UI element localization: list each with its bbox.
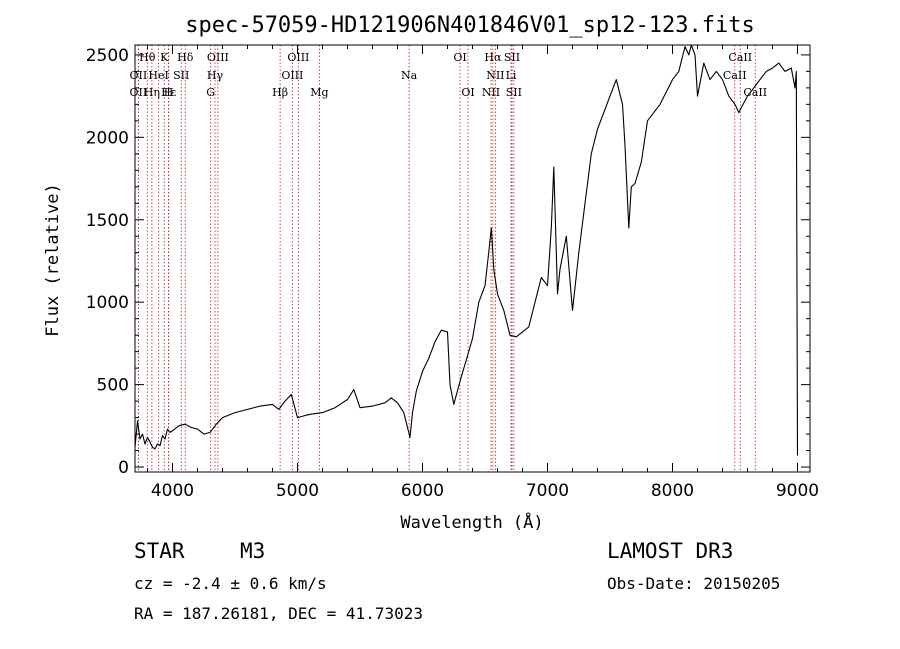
object-class: STAR — [134, 539, 185, 563]
line-label-18: OII — [130, 86, 148, 99]
line-label-14: Na — [401, 69, 418, 82]
line-label-7: SII — [504, 51, 520, 64]
chart-title: spec-57059-HD121906N401846V01_sp12-123.f… — [185, 13, 755, 38]
line-label-6: Hα — [484, 51, 502, 64]
spectrum-line — [134, 44, 799, 456]
line-label-4: OIII — [287, 51, 309, 64]
line-label-23: Hβ — [272, 86, 288, 99]
line-label-22: G — [206, 86, 215, 99]
line-label-10: HeI — [148, 69, 168, 82]
x-tick-label-4000: 4000 — [151, 481, 194, 501]
line-label-21: H — [164, 86, 174, 99]
y-axis-label: Flux (relative) — [43, 183, 63, 337]
line-label-19: Hε — [161, 86, 177, 99]
x-tick-label-6000: 6000 — [401, 481, 444, 501]
line-label-2: Hδ — [177, 51, 194, 64]
line-label-12: Hγ — [207, 69, 224, 82]
plot-frame — [134, 44, 811, 473]
coordinates: RA = 187.26181, DEC = 41.73023 — [134, 604, 423, 623]
y-tick-label-2000: 2000 — [86, 128, 129, 148]
line-label-5: OI — [453, 51, 466, 64]
line-label-0: Hθ — [139, 51, 156, 64]
x-axis-label: Wavelength (Å) — [400, 511, 543, 533]
line-label-15: NII — [486, 69, 504, 82]
line-label-16: Li — [506, 69, 517, 82]
x-tick-label-9000: 9000 — [776, 481, 819, 501]
line-label-26: NII — [482, 86, 500, 99]
y-tick-label-1000: 1000 — [86, 293, 129, 313]
y-tick-label-2500: 2500 — [86, 46, 129, 66]
y-tick-label-0: 0 — [118, 458, 129, 478]
line-label-8: CaII — [728, 51, 752, 64]
x-tick-label-7000: 7000 — [526, 481, 569, 501]
line-label-1: K — [160, 51, 169, 64]
object-subclass: M3 — [240, 539, 266, 563]
line-label-13: OIII — [281, 69, 303, 82]
line-label-27: SII — [506, 86, 522, 99]
line-label-9: OII — [130, 69, 148, 82]
y-tick-label-1500: 1500 — [86, 211, 129, 231]
line-label-17: CaII — [723, 69, 747, 82]
line-label-28: CaII — [743, 86, 767, 99]
obs-date: Obs-Date: 20150205 — [607, 574, 781, 593]
x-tick-label-5000: 5000 — [276, 481, 319, 501]
survey-label: LAMOST DR3 — [607, 539, 734, 563]
y-tick-label-500: 500 — [97, 376, 129, 396]
x-tick-label-8000: 8000 — [651, 481, 694, 501]
line-label-11: SII — [173, 69, 189, 82]
line-label-24: Mg — [310, 86, 328, 99]
line-label-25: OI — [461, 86, 474, 99]
redshift-value: cz = -2.4 ± 0.6 km/s — [134, 574, 327, 593]
line-label-20: Hη — [144, 86, 160, 99]
line-label-3: OIII — [207, 51, 229, 64]
